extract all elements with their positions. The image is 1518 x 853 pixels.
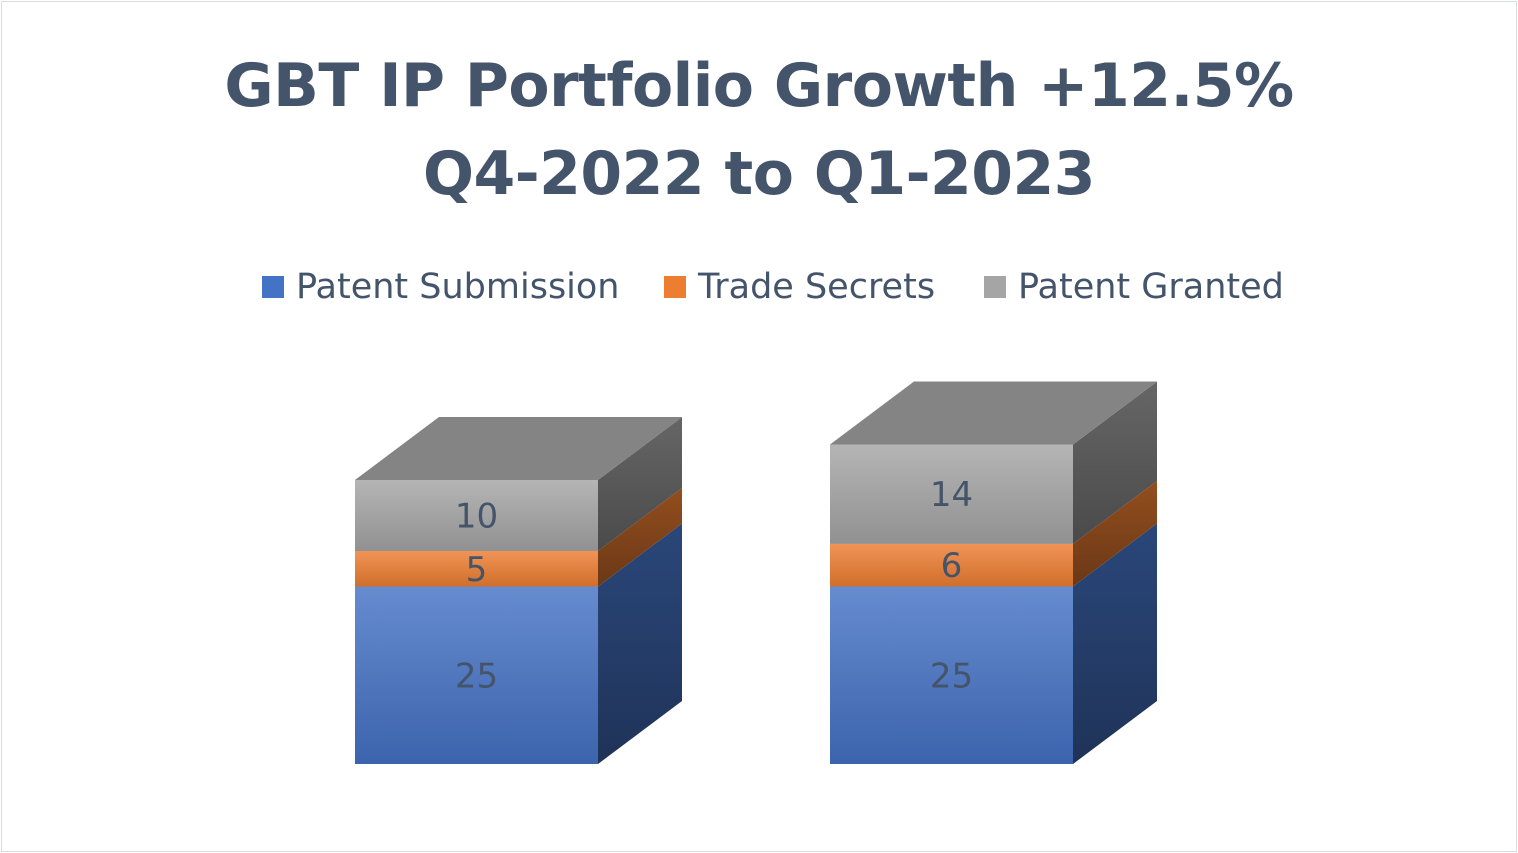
patent-submission-bar-2-front (830, 586, 1073, 764)
patent-submission-bar-1-front (355, 586, 598, 764)
chart-legend: Patent Submission Trade Secrets Patent G… (0, 262, 1518, 312)
patent-submission-bar-1-side (598, 523, 682, 764)
patent-granted-bar-2-label: 14 (930, 475, 973, 515)
legend-label-trade-secrets: Trade Secrets (698, 267, 936, 307)
trade-secrets-bar-2-side (1073, 480, 1157, 587)
trade-secrets-bar-2-front (830, 543, 1073, 587)
patent-granted-bar-2-top (830, 381, 1157, 445)
legend-swatch-patent-granted (984, 276, 1006, 298)
patent-submission-bar-2-side (1073, 523, 1157, 764)
patent-submission-bar-1-label: 25 (455, 656, 498, 696)
legend-swatch-patent-submission (262, 276, 284, 298)
legend-label-patent-granted: Patent Granted (1018, 267, 1284, 307)
chart-title: GBT IP Portfolio Growth +12.5% Q4-2022 t… (0, 42, 1518, 218)
legend-swatch-trade-secrets (664, 276, 686, 298)
chart-title-line-1: GBT IP Portfolio Growth +12.5% (224, 51, 1294, 121)
trade-secrets-bar-1-label: 5 (466, 550, 488, 590)
legend-item-patent-submission: Patent Submission (262, 262, 620, 312)
patent-granted-bar-1-side (598, 417, 682, 551)
legend-item-patent-granted: Patent Granted (984, 262, 1284, 312)
patent-granted-bar-2-side (1073, 381, 1157, 544)
trade-secrets-bar-1-front (355, 551, 598, 587)
patent-granted-bar-1-top (355, 417, 682, 480)
legend-item-trade-secrets: Trade Secrets (664, 262, 935, 312)
patent-granted-bar-1-front (355, 480, 598, 551)
patent-granted-bar-2-front (830, 444, 1073, 544)
chart-title-line-2: Q4-2022 to Q1-2023 (423, 139, 1095, 209)
patent-submission-bar-2-label: 25 (930, 656, 973, 696)
patent-granted-bar-1-label: 10 (455, 497, 498, 537)
trade-secrets-bar-1-side (598, 488, 682, 587)
legend-label-patent-submission: Patent Submission (296, 267, 620, 307)
trade-secrets-bar-2-label: 6 (941, 546, 963, 586)
